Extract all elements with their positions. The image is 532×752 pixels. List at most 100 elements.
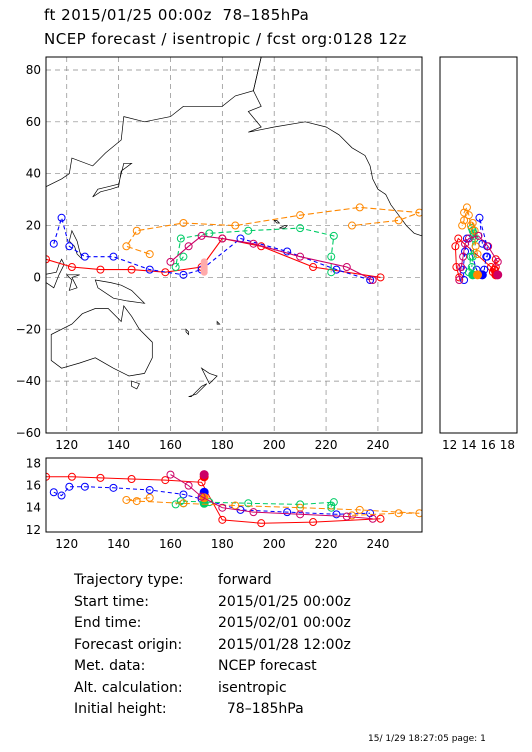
trajectory-point-green xyxy=(327,268,336,277)
side-point-magenta xyxy=(461,239,470,248)
height-point-orange xyxy=(145,493,154,502)
side-trajectory-red xyxy=(454,237,497,278)
side-point-orange xyxy=(464,211,473,220)
trajectory-point-orange xyxy=(122,242,131,251)
height-point-orange xyxy=(179,499,188,508)
trajectory-point-blue xyxy=(145,265,154,274)
trajectory-point-orange xyxy=(415,208,422,217)
trajectory-point-orange xyxy=(145,250,154,259)
side-point-orange xyxy=(460,216,469,225)
coastline xyxy=(46,258,65,289)
height-point-magenta xyxy=(342,512,351,521)
trajectory-point-green xyxy=(327,252,336,261)
height-point-green xyxy=(244,499,253,508)
height-point-green xyxy=(176,497,185,506)
height-point-magenta xyxy=(368,514,377,523)
side-point-magenta xyxy=(455,276,464,285)
side-point-orange xyxy=(470,226,479,235)
trajectory-point-red xyxy=(309,263,318,272)
height-point-orange xyxy=(231,501,240,510)
trajectory-point-red xyxy=(127,265,136,274)
trajectory-point-orange xyxy=(179,218,188,227)
source-marker xyxy=(200,258,208,266)
coastline xyxy=(65,274,80,291)
height-point-magenta xyxy=(197,492,206,501)
side-tick-label: 16 xyxy=(480,438,495,452)
trajectory-point-orange xyxy=(231,221,240,230)
info-label: Forecast origin: xyxy=(74,636,183,653)
page-footer: 15/ 1/29 18:27:05 page: 1 xyxy=(368,734,486,744)
side-tick-label: 18 xyxy=(500,438,515,452)
side-point-red xyxy=(487,263,496,272)
coastline xyxy=(131,380,140,390)
height-point-magenta xyxy=(166,470,175,479)
info-label: Start time: xyxy=(74,593,149,610)
height-point-magenta xyxy=(249,508,258,517)
height-point-magenta xyxy=(218,503,227,512)
lon-tick-label: 180 xyxy=(211,438,234,452)
height-point-blue xyxy=(283,508,292,517)
side-point-orange xyxy=(468,218,477,227)
side-point-magenta xyxy=(459,252,468,261)
side-point-magenta xyxy=(474,231,483,240)
trajectory-point-green xyxy=(171,263,180,272)
trajectory-point-blue xyxy=(283,247,292,256)
height-point-blue xyxy=(179,490,188,499)
lat-tick-label: 40 xyxy=(26,167,41,181)
trajectory-point-magenta xyxy=(166,257,175,266)
info-label: Trajectory type: xyxy=(74,572,184,588)
height-lon-tick-label: 160 xyxy=(159,537,182,551)
trajectory-point-orange xyxy=(394,216,403,225)
trajectory-point-red xyxy=(67,263,76,272)
trajectory-point-red xyxy=(46,255,50,264)
side-point-orange xyxy=(458,221,467,230)
trajectory-point-magenta xyxy=(368,276,377,285)
trajectory-point-blue xyxy=(179,270,188,279)
figure-title-line1: ft 2015/01/25 00:00z 78–185hPa xyxy=(44,6,310,24)
height-lon-tick-label: 240 xyxy=(366,537,389,551)
side-point-red xyxy=(451,242,460,251)
side-point-orange xyxy=(473,250,482,259)
height-point-green xyxy=(296,500,305,509)
trajectory-point-orange xyxy=(296,211,305,220)
coastline xyxy=(94,279,146,304)
coastline xyxy=(185,328,189,336)
info-value: isentropic xyxy=(218,679,287,696)
height-panel-frame xyxy=(45,457,423,533)
height-tick-label: 14 xyxy=(26,501,41,515)
height-point-blue xyxy=(49,488,58,497)
coastline xyxy=(247,57,422,237)
height-trajectory-blue xyxy=(53,486,371,515)
lon-tick-label: 220 xyxy=(315,438,338,452)
info-label: Alt. calculation: xyxy=(74,679,183,696)
lat-tick-label: −60 xyxy=(16,426,41,440)
side-point-red xyxy=(491,255,500,264)
side-point-magenta xyxy=(457,263,466,272)
side-point-blue xyxy=(482,252,491,261)
side-point-orange xyxy=(460,208,469,217)
info-value: 78–185hPa xyxy=(218,701,304,717)
height-point-blue xyxy=(332,510,341,519)
trajectory-point-magenta xyxy=(249,239,258,248)
height-point-orange xyxy=(415,509,422,518)
trajectory-point-green xyxy=(296,224,305,233)
side-point-magenta xyxy=(493,257,502,266)
trajectory-point-orange xyxy=(355,203,364,212)
info-value: forward xyxy=(218,572,272,588)
side-point-green xyxy=(466,252,475,261)
height-point-orange xyxy=(394,509,403,518)
trajectory-line-blue xyxy=(53,215,371,281)
trajectory-point-orange xyxy=(347,221,356,230)
side-point-blue xyxy=(475,213,484,222)
trajectory-point-red xyxy=(96,265,105,274)
lat-tick-label: 20 xyxy=(26,219,41,233)
height-tick-label: 12 xyxy=(26,523,41,537)
figure-title-line2: NCEP forecast / isentropic / fcst org:01… xyxy=(44,30,407,48)
trajectory-line-green xyxy=(175,227,335,273)
side-point-red xyxy=(454,234,463,243)
height-point-blue xyxy=(80,482,89,491)
side-point-orange xyxy=(471,242,480,251)
height-lon-tick-label: 220 xyxy=(315,537,338,551)
